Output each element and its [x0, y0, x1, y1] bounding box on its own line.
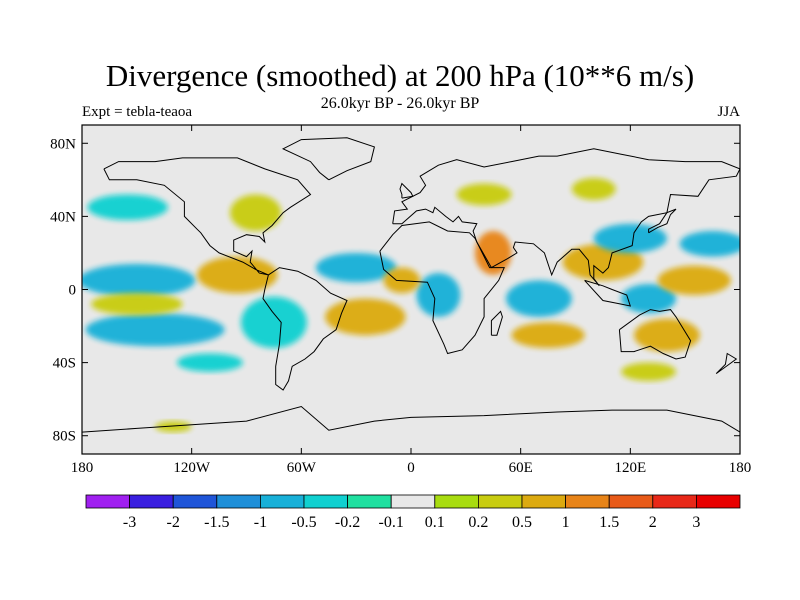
y-tick-label: 40S [53, 356, 76, 372]
colorbar-label: 0.5 [512, 514, 532, 531]
colorbar-swatch [129, 494, 174, 509]
region-arabia-divergence [474, 231, 512, 275]
region-central-america-divergence [197, 256, 278, 294]
region-north-pacific-convergence [87, 194, 168, 221]
colorbar-label: -0.1 [379, 514, 404, 531]
region-maritime-continent-convergence [621, 284, 677, 314]
colorbar: -3 -2 -1.5 -1 -0.5 -0.2 -0.1 0.1 0.2 0.5 1 1.5 2 3 [85, 494, 741, 531]
colorbar-swatch [259, 494, 305, 509]
region-southern-ocean-east-divergence [621, 362, 677, 381]
x-tick-label: 60E [509, 460, 533, 476]
colorbar-swatch [172, 494, 218, 509]
y-tick-label: 40N [50, 209, 76, 225]
colorbar-label: -0.5 [291, 514, 316, 531]
y-tick-label: 80S [53, 429, 76, 445]
region-pacific-south-band-convergence [85, 313, 225, 347]
colorbar-swatch [477, 494, 523, 509]
colorbar-swatch [434, 494, 479, 509]
coastline-japan [648, 208, 677, 234]
colorbar-label: 1.5 [599, 514, 619, 531]
colorbar-swatch [347, 494, 392, 509]
x-tick-label: 0 [407, 460, 415, 476]
colorbar-swatch [85, 494, 130, 509]
colorbar-label: 0.2 [468, 514, 488, 531]
region-south-pacific-convergence-east [177, 353, 243, 372]
x-tick-label: 120E [614, 460, 646, 476]
region-siberia-divergence [571, 178, 616, 200]
x-tick-label: 60W [287, 460, 317, 476]
y-tick-label: 0 [69, 283, 77, 299]
colorbar-label: -1 [254, 514, 267, 531]
region-australia-divergence [633, 318, 700, 352]
coastline-eurasia [392, 148, 740, 287]
coastline-north-america [103, 157, 312, 276]
coastline-africa [379, 221, 505, 355]
coastline-south-america [262, 267, 348, 391]
x-tick-label: 180 [729, 460, 752, 476]
colorbar-label: 3 [692, 514, 700, 531]
region-indian-ocean-south-divergence [511, 322, 585, 348]
colorbar-label: 1 [562, 514, 570, 531]
region-north-america-divergence [230, 194, 282, 232]
colorbar-swatch [696, 494, 741, 509]
plot-title: Divergence (smoothed) at 200 hPa (10**6 … [105, 58, 695, 93]
colorbar-label: -0.2 [335, 514, 360, 531]
region-south-atlantic-divergence [325, 298, 406, 336]
region-indian-ocean-convergence [506, 280, 572, 317]
colorbar-swatch [608, 494, 654, 509]
colorbar-label: 2 [649, 514, 657, 531]
coastline-new-zealand [715, 352, 738, 375]
region-tropical-pacific-east-convergence [82, 263, 196, 297]
colorbar-swatch [303, 494, 348, 509]
colorbar-swatch [652, 494, 697, 509]
coastline-britain [399, 182, 414, 199]
coastline-indonesia [584, 279, 632, 307]
y-tick-label: 80N [50, 136, 76, 152]
experiment-label: Expt = tebla-teaoa [82, 104, 193, 120]
season-label: JJA [717, 104, 740, 120]
coastline-madagascar [490, 310, 503, 336]
colorbar-label: -1.5 [204, 514, 229, 531]
region-north-west-pacific-convergence [679, 231, 740, 257]
longitude-axis: 180 120W 60W 0 60E 120E 180 [71, 125, 752, 476]
coastlines [82, 137, 740, 433]
region-south-america-convergence [241, 296, 307, 348]
region-pacific-south-tropics-divergence [91, 293, 183, 316]
divergence-field [82, 178, 740, 433]
region-tropical-atlantic-convergence [315, 252, 397, 283]
region-antarctic-coast-divergence [155, 421, 192, 433]
region-africa-convergence [416, 273, 461, 317]
plot-subtitle: 26.0kyr BP - 26.0kyr BP [320, 95, 480, 112]
x-tick-label: 180 [71, 460, 94, 476]
colorbar-swatch [565, 494, 610, 509]
colorbar-swatch [521, 494, 566, 509]
x-tick-label: 120W [173, 460, 211, 476]
coastline-australia [618, 309, 692, 360]
colorbar-swatch [216, 494, 261, 509]
coastline-antarctica [82, 405, 740, 433]
latitude-axis: 80N 40N 0 40S 80S [50, 136, 740, 445]
colorbar-swatch [390, 494, 436, 509]
region-west-pacific-divergence [657, 265, 731, 295]
colorbar-label: 0.1 [425, 514, 445, 531]
colorbar-label: -3 [123, 514, 136, 531]
coastline-greenland [281, 137, 375, 181]
region-europe-divergence [456, 183, 512, 206]
colorbar-label: -2 [167, 514, 180, 531]
